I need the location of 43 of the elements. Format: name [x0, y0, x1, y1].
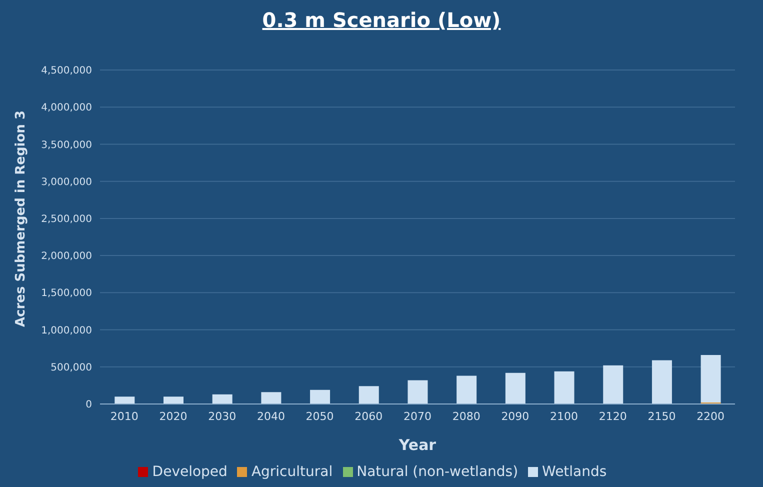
y-tick-label: 4,500,000 — [41, 66, 92, 77]
x-tick-label: 2100 — [550, 410, 578, 423]
bar — [456, 376, 477, 404]
bar — [554, 371, 574, 404]
y-tick-label: 1,000,000 — [41, 325, 92, 336]
bar — [603, 365, 624, 404]
y-axis-title: Acres Submerged in Region 3 — [14, 110, 29, 327]
bar — [164, 396, 184, 404]
bar — [114, 396, 135, 404]
x-tick-label: 2050 — [306, 410, 334, 423]
legend-label: Natural (non-wetlands) — [356, 464, 518, 480]
x-axis-title: Year — [398, 436, 437, 454]
x-tick-label: 2200 — [696, 410, 725, 423]
x-tick-label: 2120 — [598, 410, 627, 423]
y-tick-label: 0 — [86, 400, 92, 411]
x-tick-label: 2150 — [648, 410, 676, 423]
bar — [700, 355, 721, 403]
y-tick-label: 2,500,000 — [41, 214, 92, 225]
y-tick-label: 3,500,000 — [41, 140, 92, 151]
y-tick-label: 4,000,000 — [41, 102, 92, 114]
chart-title: 0.3 m Scenario (Low) — [261, 8, 502, 32]
bar — [310, 390, 330, 404]
x-tick-label: 2010 — [110, 410, 138, 423]
bar — [212, 394, 232, 404]
y-tick-label: 500,000 — [50, 362, 92, 374]
x-tick-label: 2040 — [256, 410, 285, 423]
x-tick-label: 2070 — [404, 410, 432, 423]
bar — [408, 380, 428, 404]
bar — [261, 392, 282, 404]
y-tick-label: 2,000,000 — [41, 251, 92, 262]
legend-label: Agricultural — [251, 464, 333, 480]
x-tick-label: 2030 — [208, 410, 236, 423]
legend-label: Wetlands — [542, 464, 607, 480]
x-tick-label: 2090 — [501, 410, 530, 423]
x-tick-label: 2020 — [159, 410, 188, 423]
legend-label: Developed — [152, 464, 228, 480]
x-tick-label: 2080 — [452, 410, 480, 423]
y-tick-label: 3,000,000 — [41, 176, 92, 188]
bar — [505, 372, 526, 404]
x-tick-label: 2060 — [354, 410, 383, 423]
bar — [652, 360, 672, 404]
y-tick-label: 1,500,000 — [41, 288, 92, 300]
bar — [358, 386, 379, 404]
